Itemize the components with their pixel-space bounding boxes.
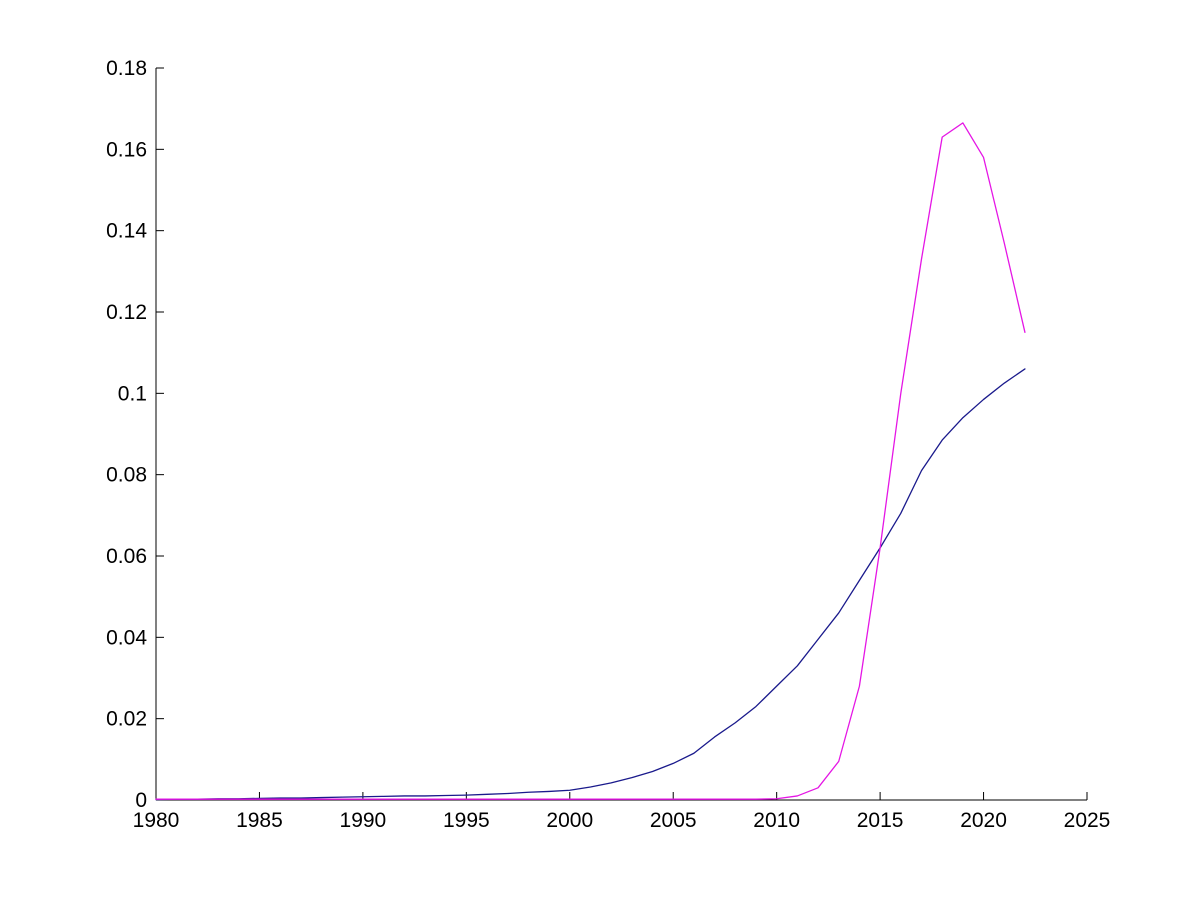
y-tick-label: 0.08 [106, 464, 147, 487]
x-tick-label: 2010 [753, 809, 800, 832]
y-tick-label: 0.06 [106, 545, 147, 568]
x-tick-label: 2000 [546, 809, 593, 832]
x-tick-label: 2015 [857, 809, 904, 832]
series-magenta-line [155, 122, 1026, 800]
y-tick-label: 0.02 [106, 708, 147, 731]
x-tick-label: 1980 [133, 809, 180, 832]
x-tick-label: 1995 [443, 809, 490, 832]
y-tick-label: 0.12 [106, 301, 147, 324]
x-tick-label: 2025 [1064, 809, 1111, 832]
series-dark-blue-line [155, 368, 1026, 801]
x-tick-label: 2005 [650, 809, 697, 832]
y-tick-label: 0.04 [106, 626, 147, 649]
y-tick-label: 0.16 [106, 138, 147, 161]
y-tick-label: 0.1 [118, 382, 147, 405]
y-tick-label: 0.18 [106, 57, 147, 80]
x-tick-label: 1990 [340, 809, 387, 832]
x-tick-label: 2020 [960, 809, 1007, 832]
x-tick-label: 1985 [236, 809, 283, 832]
y-tick-label: 0 [135, 789, 147, 812]
y-tick-label: 0.14 [106, 220, 147, 243]
